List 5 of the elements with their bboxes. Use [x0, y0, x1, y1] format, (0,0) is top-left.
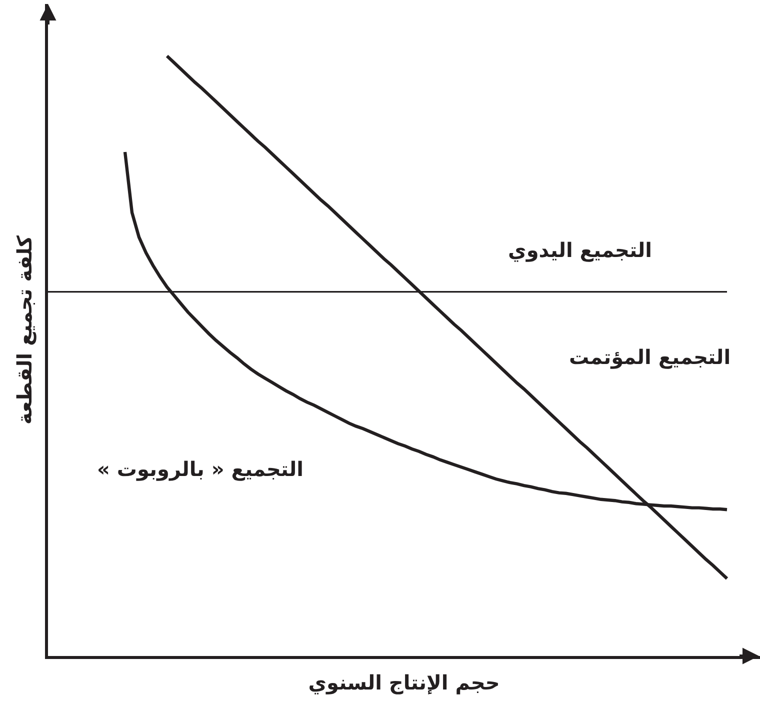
- series-label: التجميع اليدوي: [508, 238, 652, 262]
- text: التجميع المؤتمت: [569, 345, 731, 369]
- x-axis-title: حجم الإنتاج السنوي: [308, 670, 500, 694]
- text: التجميع « بالروبوت »: [97, 457, 304, 481]
- y-axis-title: كلفة تجميع القطعة: [12, 235, 36, 425]
